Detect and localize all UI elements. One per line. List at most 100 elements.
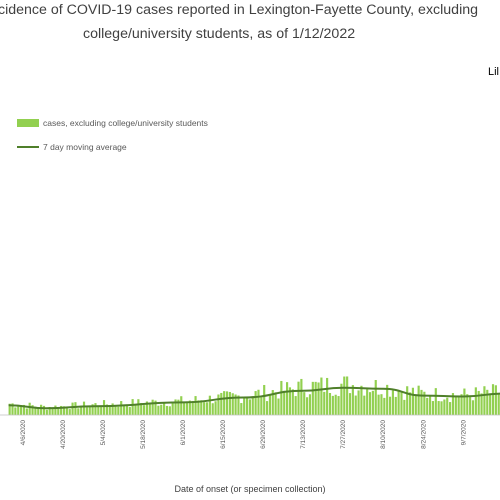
bar bbox=[165, 405, 169, 415]
bar bbox=[91, 404, 94, 415]
bar bbox=[65, 408, 68, 415]
bar bbox=[168, 406, 171, 415]
bar bbox=[122, 404, 126, 415]
bar bbox=[11, 403, 14, 415]
bar bbox=[457, 396, 460, 415]
bar bbox=[100, 407, 103, 415]
bar bbox=[317, 382, 320, 415]
bar bbox=[426, 397, 429, 415]
bar bbox=[171, 402, 174, 415]
bar bbox=[417, 385, 420, 415]
bar bbox=[449, 402, 452, 415]
bar bbox=[291, 389, 294, 415]
x-tick-label: 9/7/2020 bbox=[460, 420, 467, 446]
bar bbox=[223, 391, 226, 415]
bar bbox=[351, 385, 354, 415]
bar bbox=[437, 401, 440, 415]
bar bbox=[194, 396, 197, 415]
bar bbox=[326, 377, 329, 415]
bar bbox=[254, 391, 257, 415]
bar bbox=[243, 398, 246, 415]
bar bbox=[303, 392, 306, 415]
moving-average-line bbox=[8, 386, 500, 410]
bar bbox=[268, 394, 271, 415]
bar bbox=[177, 399, 180, 415]
bar bbox=[411, 387, 414, 415]
bar bbox=[137, 399, 140, 415]
x-axis-title: Date of onset (or specimen collection) bbox=[174, 484, 325, 494]
bar bbox=[337, 396, 340, 415]
legend-bar-swatch bbox=[17, 119, 39, 127]
legend-line-label: 7 day moving average bbox=[43, 142, 127, 152]
bar bbox=[245, 397, 249, 415]
bar bbox=[391, 390, 394, 415]
bar bbox=[200, 400, 203, 415]
bar bbox=[360, 385, 363, 415]
bar bbox=[151, 399, 154, 415]
bar bbox=[82, 401, 86, 415]
bar bbox=[363, 395, 366, 415]
x-tick-label: 5/18/2020 bbox=[140, 420, 147, 449]
bar bbox=[240, 403, 243, 415]
bar bbox=[97, 406, 100, 415]
bar bbox=[114, 405, 117, 415]
chart-title-line-2: college/university students, as of 1/12/… bbox=[83, 26, 355, 42]
bar bbox=[477, 390, 480, 415]
x-tick-labels: 4/6/2020 4/20/2020 5/4/2020 5/18/2020 6/1/20… bbox=[20, 420, 467, 449]
bar bbox=[403, 399, 406, 415]
bar bbox=[400, 391, 403, 415]
bar bbox=[451, 393, 455, 415]
bar bbox=[265, 401, 269, 415]
x-tick-label: 7/13/2020 bbox=[300, 420, 307, 449]
bar bbox=[434, 388, 437, 415]
bar bbox=[314, 381, 317, 415]
bar bbox=[42, 405, 46, 415]
bar bbox=[491, 384, 495, 415]
bar bbox=[497, 393, 500, 415]
bar bbox=[300, 378, 303, 415]
corner-text: Lil bbox=[488, 66, 499, 78]
bar bbox=[320, 377, 323, 415]
bar bbox=[480, 393, 483, 415]
bar bbox=[134, 405, 137, 415]
bar bbox=[14, 407, 17, 415]
bar bbox=[277, 398, 280, 415]
bar bbox=[205, 402, 209, 415]
bar bbox=[157, 405, 160, 415]
bar bbox=[77, 408, 80, 415]
bar bbox=[85, 407, 88, 415]
bar bbox=[368, 392, 372, 415]
x-tick-label: 6/1/2020 bbox=[180, 420, 187, 446]
bar bbox=[248, 399, 251, 415]
bar bbox=[22, 404, 26, 415]
bar bbox=[17, 406, 20, 415]
bar bbox=[446, 397, 449, 415]
bar bbox=[140, 402, 143, 415]
x-tick-label: 5/4/2020 bbox=[100, 420, 107, 446]
bar bbox=[334, 394, 337, 415]
bar bbox=[203, 402, 206, 415]
bar bbox=[163, 402, 166, 415]
bar bbox=[34, 406, 37, 415]
x-tick-label: 7/27/2020 bbox=[340, 420, 347, 449]
bar bbox=[154, 400, 157, 415]
bar bbox=[331, 395, 334, 415]
bar bbox=[406, 386, 409, 415]
bar bbox=[117, 406, 120, 415]
bar bbox=[377, 394, 380, 415]
legend: cases, excluding college/university stud… bbox=[17, 118, 208, 152]
bar bbox=[463, 388, 466, 415]
bar bbox=[257, 389, 260, 415]
bar bbox=[394, 396, 397, 415]
bar bbox=[346, 376, 349, 415]
bar bbox=[466, 394, 469, 415]
bar bbox=[160, 404, 163, 415]
bar bbox=[174, 399, 177, 415]
bar bbox=[366, 389, 369, 415]
bar bbox=[228, 391, 231, 415]
bar bbox=[88, 405, 91, 415]
bar bbox=[429, 396, 432, 415]
bar bbox=[214, 401, 217, 415]
bar bbox=[197, 400, 200, 415]
bar bbox=[328, 392, 332, 415]
